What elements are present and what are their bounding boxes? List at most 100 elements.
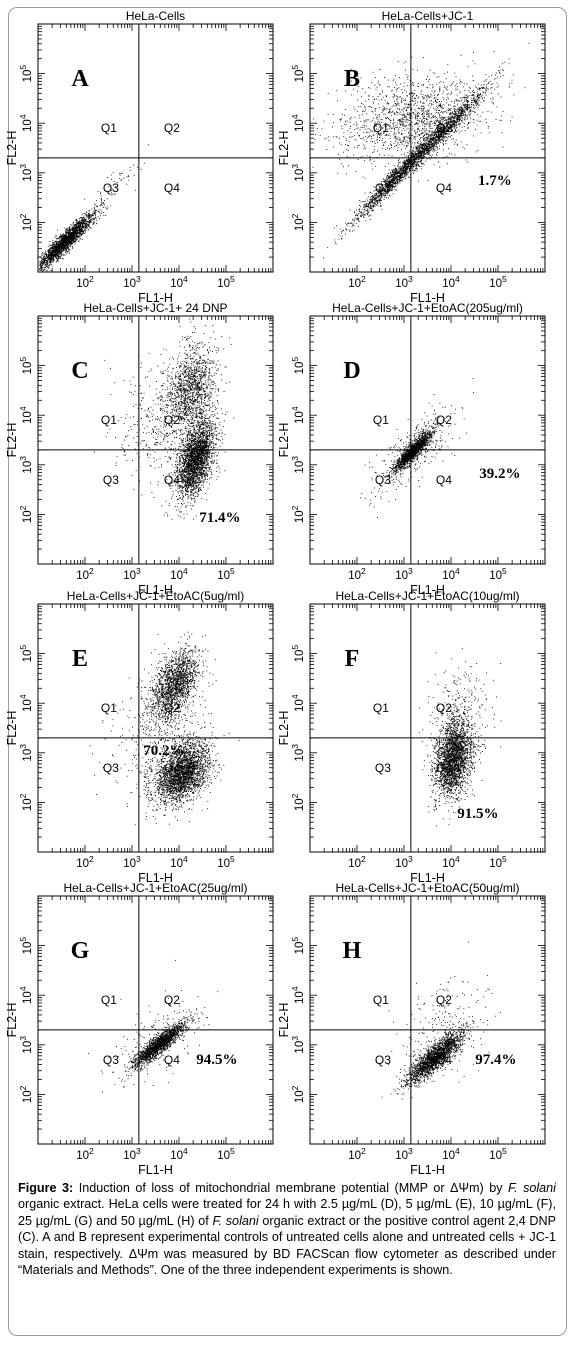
event-dot <box>52 250 54 252</box>
event-dot <box>59 240 60 242</box>
event-dot <box>74 226 76 228</box>
event-dot <box>45 269 47 271</box>
event-dot <box>94 212 96 214</box>
event-dot <box>495 72 497 74</box>
event-dot <box>73 242 75 244</box>
event-dot <box>64 249 66 251</box>
event-dot <box>344 121 346 123</box>
event-dot <box>319 135 321 136</box>
event-dot <box>413 148 415 150</box>
event-dot <box>100 199 102 200</box>
event-dot <box>51 253 53 255</box>
event-dot <box>457 100 459 102</box>
event-dot <box>53 257 55 259</box>
event-dot <box>99 205 101 206</box>
event-dot <box>59 236 61 238</box>
event-dot <box>78 232 80 234</box>
event-dot <box>439 115 441 116</box>
event-dot <box>46 259 47 261</box>
event-dot <box>126 183 128 185</box>
event-dot <box>406 166 408 167</box>
event-dot <box>426 111 428 113</box>
event-dot <box>407 167 409 169</box>
event-dot <box>407 165 409 167</box>
event-dot <box>375 196 376 198</box>
event-dot <box>393 170 394 171</box>
event-dot <box>66 238 68 240</box>
event-dot <box>43 259 45 260</box>
event-dot <box>396 184 398 186</box>
event-dot <box>369 191 371 193</box>
event-dot <box>86 227 88 228</box>
event-dot <box>448 98 449 100</box>
event-dot <box>67 232 69 234</box>
event-dot <box>343 132 345 134</box>
event-dot <box>371 198 373 200</box>
event-dot <box>451 82 453 84</box>
event-dot <box>376 197 378 199</box>
event-dot <box>409 104 411 106</box>
event-dot <box>69 228 71 230</box>
event-dot <box>91 219 93 221</box>
event-dot <box>324 138 326 140</box>
event-dot <box>361 213 363 215</box>
event-dot <box>66 245 68 246</box>
event-dot <box>66 238 68 240</box>
event-dot <box>94 209 95 211</box>
event-dot <box>104 200 105 201</box>
event-dot <box>73 239 75 241</box>
event-dot <box>409 170 410 172</box>
event-dot <box>407 161 409 162</box>
event-dot <box>398 108 400 110</box>
event-dot <box>381 199 382 201</box>
event-dot <box>378 195 380 197</box>
event-dot <box>433 92 435 94</box>
event-dot <box>76 227 78 229</box>
event-dot <box>401 118 403 120</box>
event-dot <box>40 268 42 269</box>
event-dot <box>417 142 419 144</box>
event-dot <box>393 172 395 174</box>
event-dot <box>46 256 48 257</box>
event-dot <box>85 214 87 216</box>
panel-b: 102 103 104 105102103104105FL1-HFL2-HHeLa-C… <box>277 9 546 305</box>
event-dot <box>382 138 383 140</box>
event-dot <box>71 236 72 238</box>
event-dot <box>400 175 402 176</box>
event-dot <box>50 258 52 260</box>
event-dot <box>354 220 355 222</box>
event-dot <box>55 254 57 256</box>
event-dot <box>421 148 423 150</box>
event-dot <box>398 104 400 106</box>
event-dot <box>433 107 435 109</box>
event-dot <box>442 93 444 95</box>
event-dot <box>44 255 45 257</box>
event-dot <box>397 103 398 105</box>
event-dot <box>327 247 329 249</box>
event-dot <box>103 212 105 214</box>
event-dot <box>69 232 71 234</box>
event-dot <box>78 233 80 235</box>
event-dot <box>71 229 73 231</box>
event-dot <box>128 179 130 181</box>
event-dot <box>57 229 58 231</box>
event-dot <box>67 237 69 239</box>
event-dot <box>396 114 398 116</box>
event-dot <box>43 262 45 264</box>
event-dot <box>447 71 448 73</box>
event-dot <box>367 206 369 208</box>
event-dot <box>56 250 58 251</box>
event-dot <box>388 109 390 111</box>
event-dot <box>327 92 329 94</box>
event-dot <box>418 125 420 127</box>
event-dot <box>79 223 81 225</box>
event-dot <box>45 255 47 256</box>
event-dot <box>321 128 323 130</box>
event-dot <box>74 243 76 245</box>
event-dot <box>51 255 53 257</box>
event-dot <box>69 243 70 244</box>
event-dot <box>66 239 68 241</box>
event-dot <box>92 213 94 215</box>
event-dot <box>377 142 379 143</box>
event-dot <box>495 78 497 80</box>
